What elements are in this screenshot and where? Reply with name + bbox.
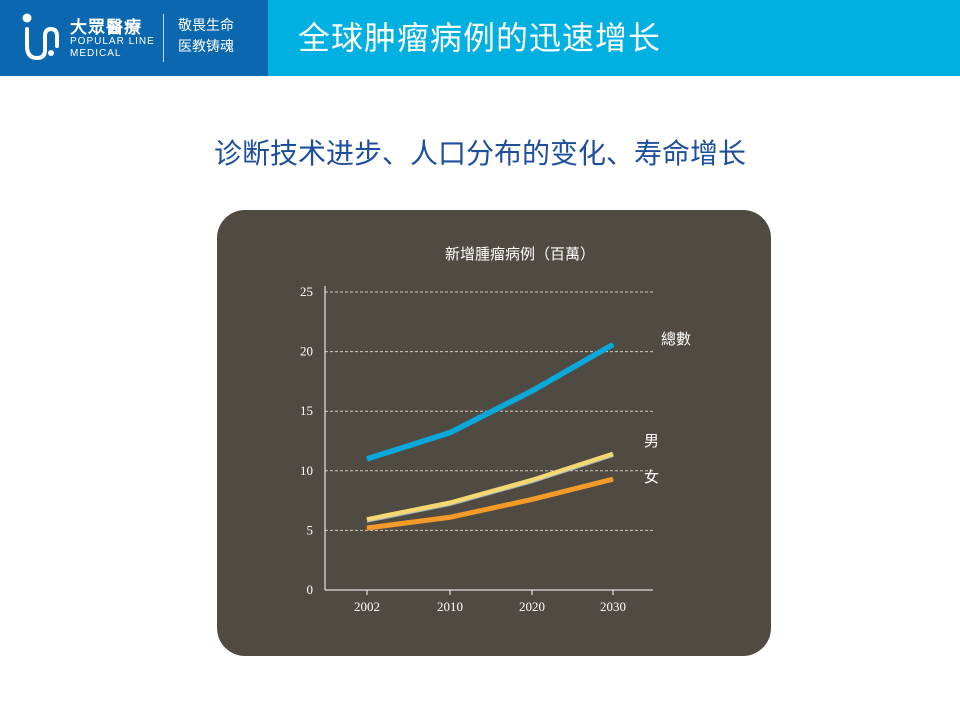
logo-panel: 大眾醫療 POPULAR LINE MEDICAL 敬畏生命 医教铸魂 [0, 0, 268, 76]
data-point-s2 [612, 453, 614, 455]
series-layer [366, 342, 615, 531]
line-chart: 新增腫瘤病例（百萬） 0 5 10 15 20 25 2002 2010 2020 2030 總數… [300, 245, 691, 614]
header-bar: 大眾醫療 POPULAR LINE MEDICAL 敬畏生命 医教铸魂 全球肿瘤… [0, 0, 960, 76]
male-line-highlight [366, 456, 614, 523]
data-point-s1 [612, 343, 614, 345]
motto-line2: 医教铸魂 [178, 39, 234, 55]
axis-layer: 0 5 10 15 20 25 2002 2010 2020 2030 [300, 284, 653, 614]
brand-en-line2: MEDICAL [70, 48, 122, 59]
data-point-s2 [449, 502, 451, 504]
brand-en-line1: POPULAR LINE [70, 36, 155, 47]
data-point-s1 [531, 390, 533, 392]
page-title: 全球肿瘤病例的迅速增长 [298, 19, 662, 57]
series-line-3 [366, 476, 614, 531]
chart-card: 新增腫瘤病例（百萬） 0 5 10 15 20 25 2002 2010 2020 2030 總數… [217, 210, 771, 656]
brand-name-cn: 大眾醫療 [70, 18, 142, 38]
chart-title: 新增腫瘤病例（百萬） [445, 245, 595, 263]
data-point-s1 [366, 458, 368, 460]
x-tick-label: 2002 [354, 599, 380, 614]
x-tick-label: 2020 [519, 599, 545, 614]
data-point-s2 [531, 479, 533, 481]
x-tick-label: 2010 [437, 599, 463, 614]
data-point-s3 [531, 498, 533, 500]
data-point-s3 [449, 516, 451, 518]
series-label-3: 女 [644, 468, 659, 486]
y-tick-label: 5 [307, 522, 314, 537]
data-point-s2 [366, 519, 368, 521]
x-tick-label: 2030 [600, 599, 626, 614]
y-tick-label: 20 [300, 344, 313, 359]
data-point-s3 [366, 527, 368, 529]
series-line-2 [366, 451, 614, 523]
series-label-1: 總數 [661, 330, 691, 348]
pl-logo-icon [22, 13, 59, 61]
data-point-s3 [612, 478, 614, 480]
y-tick-label: 25 [300, 284, 313, 299]
y-tick-label: 10 [300, 463, 313, 478]
slide-subtitle: 诊断技术进步、人口分布的变化、寿命增长 [213, 137, 746, 170]
y-tick-label: 0 [307, 582, 314, 597]
data-point-s1 [449, 432, 451, 434]
y-tick-label: 15 [300, 403, 313, 418]
series-label-2: 男 [644, 432, 659, 450]
motto: 敬畏生命 医教铸魂 [178, 16, 234, 58]
series-line-1 [366, 342, 615, 462]
brand-name-en: POPULAR LINE MEDICAL [70, 36, 156, 60]
motto-line1: 敬畏生命 [178, 18, 234, 34]
logo-divider [163, 14, 164, 62]
